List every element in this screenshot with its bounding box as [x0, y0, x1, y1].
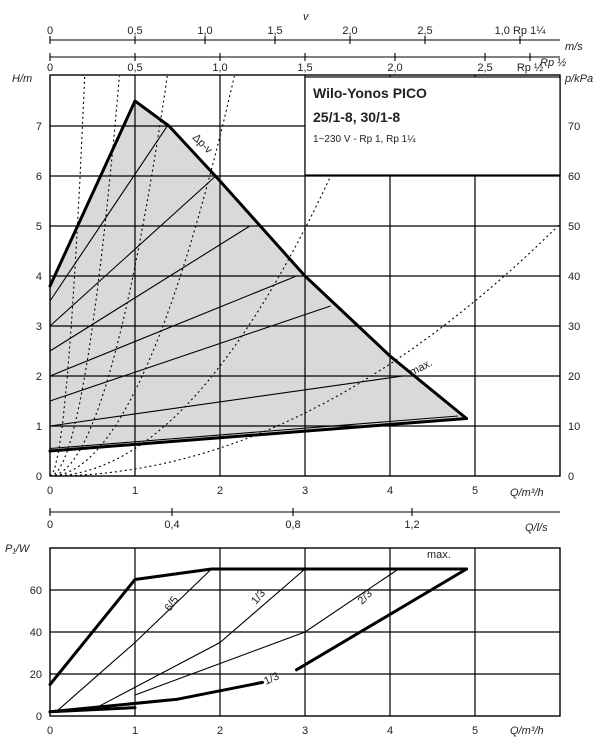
title-line-2: 25/1-8, 30/1-8 — [313, 109, 400, 125]
annotation-max-bottom: max. — [427, 549, 451, 561]
bottom-y-tick-20: 20 — [30, 669, 42, 681]
system-curve-4 — [49, 75, 375, 477]
top-y-tick-6: 6 — [36, 171, 42, 183]
axis-unit-rp: Rp ½ — [540, 57, 566, 69]
dp-v-line-4 — [49, 305, 331, 402]
bottom-x-tick-1: 1 — [132, 725, 138, 737]
title-box — [304, 76, 561, 176]
top-y-tick-0: 0 — [36, 471, 42, 483]
title-line-3: 1~230 V - Rp 1, Rp 1¼ — [313, 133, 416, 145]
dp-v-line-2 — [49, 225, 251, 352]
velocity-2-tick-4: 2,0 — [387, 62, 402, 74]
flow-ls-tick-3: 1,2 — [404, 519, 419, 531]
title-block — [304, 76, 561, 176]
top-x-tick-2: 2 — [217, 485, 223, 497]
bottom-x-tick-5: 5 — [472, 725, 478, 737]
bottom-x-tick-2: 2 — [217, 725, 223, 737]
velocity-1-tick-5: 2,5 — [417, 25, 432, 37]
velocity-2-tick-6: Rp ½ — [517, 62, 543, 74]
top-y-tick-1: 1 — [36, 421, 42, 433]
velocity-1-tick-3: 1,5 — [267, 25, 282, 37]
axis-label-p1: P₁/W — [5, 543, 31, 555]
dp-v-line-5 — [49, 375, 403, 427]
bottom-y-tick-60: 60 — [30, 585, 42, 597]
top-p-tick-10: 10 — [568, 421, 580, 433]
top-x-tick-1: 1 — [132, 485, 138, 497]
dp-v-line-3 — [49, 275, 297, 377]
top-x-tick-5: 5 — [472, 485, 478, 497]
top-y-tick-2: 2 — [36, 371, 42, 383]
velocity-1-tick-1: 0,5 — [127, 25, 142, 37]
annotation-1-3b: 1/3 — [262, 670, 281, 687]
velocity-2-tick-5: 2,5 — [477, 62, 492, 74]
velocity-1-tick-2: 1,0 — [197, 25, 212, 37]
axis-label-q-top: Q/m³/h — [510, 487, 544, 499]
min-power-curve — [48, 680, 264, 714]
max-power-curve — [48, 567, 468, 686]
top-y-tick-5: 5 — [36, 221, 42, 233]
axis-label-p: p/kPa — [564, 73, 593, 85]
bottom-y-tick-0: 0 — [36, 711, 42, 723]
power-iso-line-1 — [92, 568, 306, 711]
velocity-1-tick-4: 2,0 — [342, 25, 357, 37]
annotation-6-5: 6/5 — [163, 594, 182, 613]
system-curve-1 — [49, 75, 120, 477]
top-p-tick-50: 50 — [568, 221, 580, 233]
top-y-tick-4: 4 — [36, 271, 42, 283]
system-curve-5 — [50, 223, 561, 477]
flow-ls-tick-1: 0,4 — [164, 519, 179, 531]
top-x-tick-3: 3 — [302, 485, 308, 497]
base-power-curve — [48, 706, 137, 714]
axis-label-qls: Q/l/s — [525, 522, 548, 534]
dp-v-line-1 — [49, 175, 217, 327]
title-line-1: Wilo-Yonos PICO — [313, 85, 427, 101]
max-speed-curve — [48, 99, 468, 420]
power-lower-branch — [295, 567, 468, 672]
bottom-y-tick-40: 40 — [30, 627, 42, 639]
velocity-2-tick-0: 0 — [47, 62, 53, 74]
velocity-2-tick-3: 1,5 — [297, 62, 312, 74]
bottom-x-tick-4: 4 — [387, 725, 393, 737]
flow-ls-tick-0: 0 — [47, 519, 53, 531]
bottom-x-tick-0: 0 — [47, 725, 53, 737]
velocity-2-tick-2: 1,0 — [212, 62, 227, 74]
top-p-tick-60: 60 — [568, 171, 580, 183]
system-curve-3 — [49, 75, 235, 477]
power-iso-line-2 — [134, 568, 399, 696]
flow-ls-tick-2: 0,8 — [285, 519, 300, 531]
top-p-tick-0: 0 — [568, 471, 574, 483]
bottom-x-tick-3: 3 — [302, 725, 308, 737]
system-curve-2 — [49, 75, 168, 477]
min-speed-curve — [48, 417, 468, 453]
top-y-tick-7: 7 — [36, 121, 42, 133]
axis-label-h: H/m — [12, 73, 32, 85]
velocity-2-tick-1: 0,5 — [127, 62, 142, 74]
axis-label-v: v — [303, 11, 310, 23]
top-p-tick-40: 40 — [568, 271, 580, 283]
velocity-1-tick-6: 1,0 Rp 1¼ — [495, 25, 547, 37]
dp-v-line-6 — [49, 415, 459, 450]
top-p-tick-70: 70 — [568, 121, 580, 133]
axis-label-q-bottom: Q/m³/h — [510, 725, 544, 737]
top-y-tick-3: 3 — [36, 321, 42, 333]
dp-v-line-0 — [49, 125, 168, 302]
annotation-2-3: 2/3 — [356, 588, 375, 607]
top-p-tick-30: 30 — [568, 321, 580, 333]
top-p-tick-20: 20 — [568, 371, 580, 383]
top-x-tick-4: 4 — [387, 485, 393, 497]
annotation-max-top: max. — [408, 357, 435, 379]
system-curve-0 — [49, 75, 86, 477]
axis-unit-v: m/s — [565, 41, 583, 53]
top-x-tick-0: 0 — [47, 485, 53, 497]
velocity-1-tick-0: 0 — [47, 25, 53, 37]
power-iso-line-0 — [58, 568, 212, 711]
